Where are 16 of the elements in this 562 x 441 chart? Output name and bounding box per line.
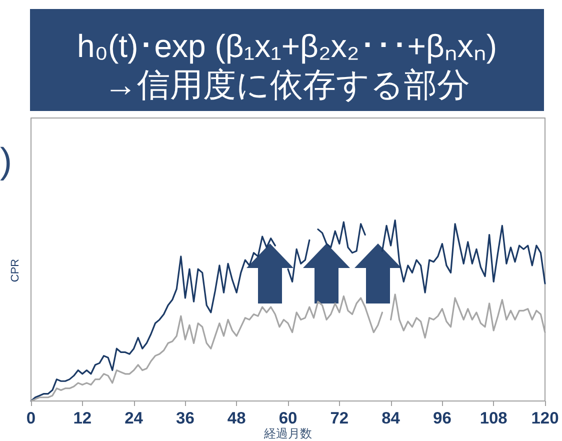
x-tick-label: 0	[26, 410, 36, 428]
x-tick-label: 12	[73, 410, 92, 428]
x-tick-label: 84	[382, 410, 401, 428]
x-tick-label: 60	[278, 410, 298, 428]
x-tick-label: 72	[330, 410, 349, 428]
x-tick-label: 96	[433, 410, 452, 428]
text: )	[0, 140, 12, 181]
x-tick-label: 48	[227, 410, 246, 428]
chart-subtitle: →信用度に依存する部分	[103, 67, 471, 106]
x-tick-label: 24	[124, 410, 144, 428]
x-tick-label: 120	[531, 410, 559, 428]
x-axis-title: 経過月数	[263, 426, 312, 440]
y-axis-title: CPR	[10, 258, 22, 282]
x-tick-label: 108	[480, 410, 508, 428]
chart-title: h₀(t)･exp (β₁x₁+β₂x₂･･･+βₙxₙ)	[76, 28, 498, 64]
x-tick-label: 36	[176, 410, 194, 428]
